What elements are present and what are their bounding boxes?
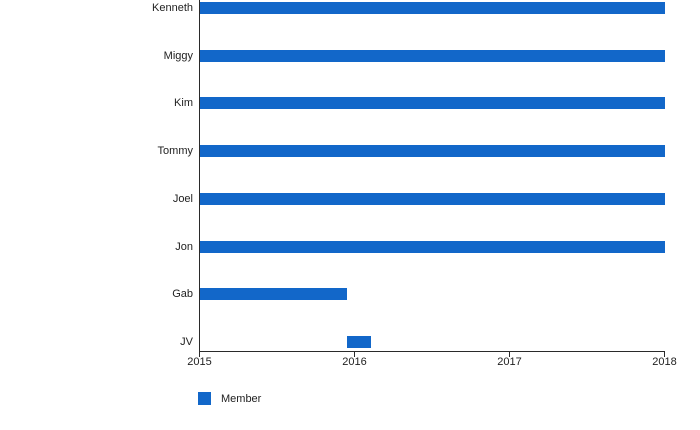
y-axis-label: Kim xyxy=(174,97,193,110)
legend-label: Member xyxy=(221,392,262,405)
x-axis-tick-label: 2018 xyxy=(652,356,677,368)
timeline-bar[interactable] xyxy=(200,288,348,301)
x-axis-tick xyxy=(354,351,355,357)
timeline-bar[interactable] xyxy=(200,2,665,14)
y-axis-label: Miggy xyxy=(163,49,193,62)
plot-area xyxy=(199,0,665,352)
x-axis-tick-label: 2015 xyxy=(187,356,212,368)
legend: Member xyxy=(198,392,261,405)
y-axis-label: Joel xyxy=(172,192,193,205)
timeline-bar[interactable] xyxy=(200,240,665,253)
x-axis-tick-label: 2017 xyxy=(497,356,522,368)
timeline-bar[interactable] xyxy=(200,145,665,158)
timeline-bar[interactable] xyxy=(200,97,665,110)
x-axis-tick xyxy=(509,351,510,357)
y-axis-label: Kenneth xyxy=(152,2,193,14)
timeline-bar[interactable] xyxy=(200,192,665,205)
timeline-bar[interactable] xyxy=(347,335,371,348)
y-axis-label: JV xyxy=(180,335,193,348)
x-axis-tick xyxy=(664,351,665,357)
legend-swatch xyxy=(198,392,211,405)
x-axis-tick-label: 2016 xyxy=(342,356,367,368)
y-axis-label: Gab xyxy=(172,288,193,301)
y-axis-label: Tommy xyxy=(157,145,193,158)
x-axis-tick xyxy=(199,351,200,357)
timeline-bar[interactable] xyxy=(200,49,665,62)
y-axis-label: Jon xyxy=(175,240,193,253)
